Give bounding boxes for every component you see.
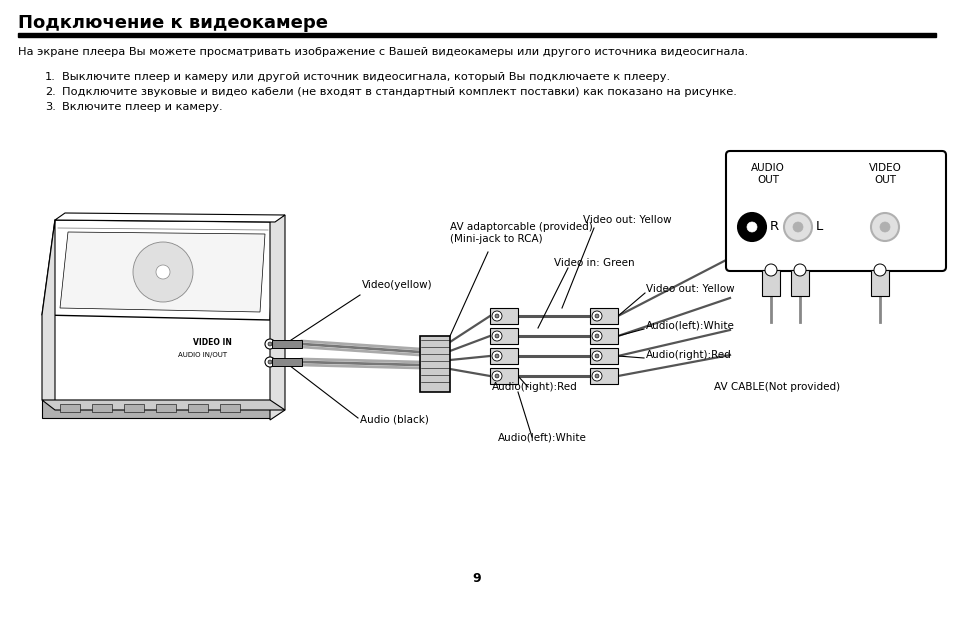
Text: Audio(left):White: Audio(left):White (645, 320, 734, 330)
Circle shape (265, 357, 274, 367)
Circle shape (738, 213, 765, 241)
Bar (589, 368, 618, 384)
Circle shape (873, 264, 885, 276)
Circle shape (746, 222, 757, 232)
Text: Video in: Green: Video in: Green (554, 258, 634, 268)
FancyBboxPatch shape (725, 151, 945, 271)
Polygon shape (42, 220, 274, 320)
Bar (272, 358, 302, 366)
Bar (188, 404, 208, 412)
Text: Audio(right):Red: Audio(right):Red (645, 350, 731, 360)
Text: AUDIO
OUT: AUDIO OUT (750, 163, 784, 185)
Circle shape (495, 334, 498, 338)
Text: Audio(left):White: Audio(left):White (497, 432, 586, 442)
Text: Video out: Yellow: Video out: Yellow (645, 284, 734, 294)
Circle shape (792, 222, 802, 232)
Circle shape (595, 354, 598, 358)
Text: Подключите звуковые и видео кабели (не входят в стандартный комплект поставки) к: Подключите звуковые и видео кабели (не в… (62, 87, 736, 97)
Bar (589, 328, 618, 344)
Bar (220, 404, 240, 412)
Circle shape (793, 264, 805, 276)
Text: AUDIO IN/OUT: AUDIO IN/OUT (178, 352, 227, 358)
Polygon shape (55, 213, 285, 222)
Bar (870, 270, 888, 296)
Circle shape (492, 331, 501, 341)
Bar (272, 340, 302, 348)
Bar (490, 328, 517, 344)
Circle shape (268, 360, 272, 364)
Bar (91, 404, 112, 412)
Bar (18, 33, 935, 36)
Circle shape (492, 311, 501, 321)
Circle shape (595, 314, 598, 318)
Circle shape (595, 334, 598, 338)
Text: Video(yellow): Video(yellow) (361, 280, 432, 290)
Polygon shape (42, 400, 285, 410)
Text: 2.: 2. (45, 87, 55, 97)
Polygon shape (60, 232, 265, 312)
Text: L: L (815, 220, 822, 233)
Text: 3.: 3. (45, 102, 56, 112)
Text: 1.: 1. (45, 72, 56, 82)
Bar (124, 404, 144, 412)
Text: R: R (769, 220, 779, 233)
Circle shape (156, 265, 170, 279)
Circle shape (592, 371, 601, 381)
Bar (761, 270, 780, 296)
Circle shape (492, 351, 501, 361)
Text: Подключение к видеокамере: Подключение к видеокамере (18, 14, 328, 32)
Text: Audio (black): Audio (black) (359, 415, 429, 425)
Circle shape (592, 311, 601, 321)
Bar (589, 348, 618, 364)
Bar (790, 270, 808, 296)
Bar (490, 348, 517, 364)
Polygon shape (42, 400, 270, 418)
Bar (490, 368, 517, 384)
Bar (60, 404, 80, 412)
Text: VIDEO
OUT: VIDEO OUT (867, 163, 901, 185)
Text: Video out: Yellow: Video out: Yellow (582, 215, 671, 225)
Circle shape (870, 213, 898, 241)
Circle shape (265, 339, 274, 349)
Circle shape (495, 374, 498, 378)
Circle shape (592, 331, 601, 341)
Polygon shape (270, 215, 285, 420)
Bar (589, 308, 618, 324)
Circle shape (132, 242, 193, 302)
Circle shape (595, 374, 598, 378)
Circle shape (492, 371, 501, 381)
Text: Audio(right):Red: Audio(right):Red (492, 382, 578, 392)
Bar (490, 308, 517, 324)
Text: Включите плеер и камеру.: Включите плеер и камеру. (62, 102, 222, 112)
Text: AV CABLE(Not provided): AV CABLE(Not provided) (713, 382, 840, 392)
Circle shape (879, 222, 889, 232)
Circle shape (495, 314, 498, 318)
Circle shape (495, 354, 498, 358)
Bar (419, 336, 450, 392)
Circle shape (592, 351, 601, 361)
Circle shape (783, 213, 811, 241)
Text: Выключите плеер и камеру или другой источник видеосигнала, который Вы подключает: Выключите плеер и камеру или другой исто… (62, 72, 669, 82)
Circle shape (268, 342, 272, 346)
Text: AV adaptorcable (provided)
(Mini-jack to RCA): AV adaptorcable (provided) (Mini-jack to… (450, 222, 592, 244)
Text: 9: 9 (472, 572, 481, 585)
Text: На экране плеера Вы можете просматривать изображение с Вашей видеокамеры или дру: На экране плеера Вы можете просматривать… (18, 47, 747, 57)
Bar (156, 404, 175, 412)
Circle shape (764, 264, 776, 276)
Polygon shape (42, 220, 55, 405)
Text: VIDEO IN: VIDEO IN (193, 338, 232, 347)
